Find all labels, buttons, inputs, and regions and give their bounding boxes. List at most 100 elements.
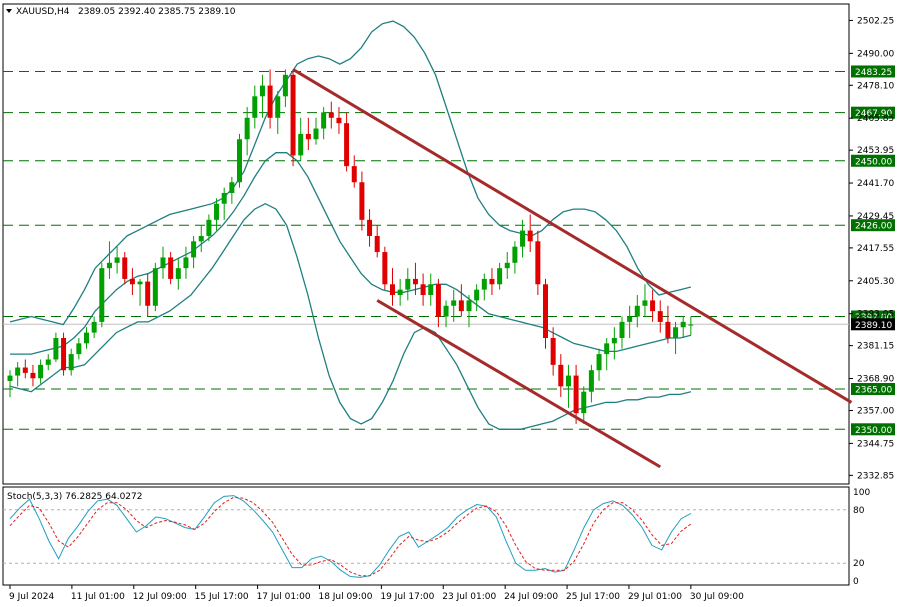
- candle: [206, 214, 212, 242]
- candle: [390, 268, 395, 306]
- candle: [611, 327, 617, 360]
- candle: [428, 273, 434, 306]
- trendline-0[interactable]: [292, 68, 853, 404]
- candle: [252, 85, 258, 129]
- candle: [520, 219, 526, 258]
- candle: [604, 337, 610, 371]
- candle: [627, 305, 633, 338]
- candle: [214, 198, 220, 231]
- candle: [305, 117, 311, 151]
- main-plot-frame: [2, 3, 850, 485]
- level-tag-0: [851, 65, 895, 78]
- candle: [137, 278, 143, 306]
- candle: [374, 225, 380, 258]
- candle: [657, 300, 663, 333]
- candle: [420, 273, 426, 306]
- level-label-1: 2467.90: [855, 109, 892, 119]
- y-tick-label: 2417.55: [857, 244, 894, 254]
- candle: [634, 295, 640, 328]
- x-tick-label: 17 Jul 01:00: [257, 592, 311, 602]
- x-tick-label: 24 Jul 09:00: [504, 592, 558, 602]
- candle: [351, 155, 357, 188]
- candle: [129, 268, 135, 296]
- candle: [275, 90, 281, 134]
- candle: [160, 246, 166, 279]
- ohlc-values: 2389.05 2392.40 2385.75 2389.10: [78, 7, 236, 17]
- level-label-3: 2426.00: [855, 222, 892, 232]
- candle: [367, 209, 373, 247]
- y-tick-label: 2332.85: [857, 471, 894, 481]
- time-axis: 9 Jul 2024 11 Jul 01:00 12 Jul 09:00 15 Jul…: [9, 585, 744, 602]
- candlesticks: [7, 69, 694, 424]
- candle: [466, 295, 472, 328]
- candle: [221, 187, 227, 220]
- candle: [489, 268, 495, 296]
- candle: [237, 133, 242, 188]
- candle: [535, 230, 541, 296]
- candle: [596, 348, 602, 381]
- level-tag-3: [851, 219, 895, 232]
- dropdown-triangle-icon[interactable]: [6, 9, 12, 13]
- x-tick-label: 30 Jul 09:00: [690, 592, 744, 602]
- y-tick-label: 2393.05: [857, 310, 894, 320]
- candle: [451, 289, 457, 322]
- candle: [298, 117, 304, 161]
- candle: [481, 273, 487, 301]
- level-label-2: 2450.00: [855, 157, 892, 167]
- candle: [15, 362, 21, 387]
- level-tag-2: [851, 154, 895, 167]
- stoch-signal-line: [9, 496, 692, 577]
- candle: [84, 327, 89, 349]
- trendline-1[interactable]: [376, 299, 662, 469]
- candle: [665, 305, 671, 344]
- stoch-level-label: 80: [853, 506, 865, 516]
- level-label-6: 2350.00: [855, 426, 892, 436]
- candle: [175, 257, 181, 290]
- y-tick-label: 2502.25: [857, 16, 894, 26]
- candle: [7, 370, 13, 398]
- candle: [619, 316, 625, 349]
- x-tick-label: 25 Jul 17:00: [566, 592, 620, 602]
- candle: [282, 69, 288, 108]
- candle: [328, 101, 334, 129]
- x-tick-label: 12 Jul 09:00: [133, 592, 187, 602]
- x-tick-label: 15 Jul 17:00: [195, 592, 249, 602]
- y-tick-label: 2453.95: [857, 146, 894, 156]
- y-tick-label: 2478.10: [857, 81, 894, 91]
- candle: [688, 316, 694, 336]
- bollinger-middle: [10, 152, 692, 355]
- candle: [474, 284, 480, 312]
- candle: [45, 354, 51, 371]
- candle: [435, 278, 441, 328]
- candle: [114, 246, 120, 274]
- candle: [191, 235, 197, 269]
- stoch-main-line: [9, 495, 692, 578]
- stoch-label: Stoch(5,3,3) 76.2825 64.0272: [7, 492, 142, 502]
- candle: [359, 171, 365, 231]
- candle: [53, 332, 59, 363]
- y-tick-label: 2429.45: [857, 212, 894, 222]
- candle: [412, 262, 418, 296]
- candle: [650, 289, 656, 322]
- y-tick-label: 2405.30: [857, 277, 894, 287]
- candle: [30, 364, 36, 387]
- level-tag-1: [851, 106, 895, 119]
- y-tick-label: 2368.90: [857, 375, 894, 385]
- symbol-label: XAUUSD,H4: [16, 7, 70, 17]
- current-price-tag: [851, 318, 895, 331]
- candle: [145, 273, 151, 317]
- stoch-level-label: 0: [853, 577, 859, 587]
- candle: [458, 284, 464, 317]
- candle: [290, 69, 296, 167]
- candle: [259, 74, 265, 118]
- trendlines: [292, 68, 853, 469]
- candle: [573, 364, 579, 424]
- candle: [680, 316, 686, 338]
- candle: [152, 262, 158, 312]
- candle: [61, 332, 67, 376]
- stochastic-oscillator: 100 80 20 0: [3, 488, 870, 587]
- x-tick-label: 11 Jul 01:00: [71, 592, 125, 602]
- horizontal-levels: 2483.25 2467.90 2450.00 2426.00 2392.00 2365.…: [3, 65, 895, 436]
